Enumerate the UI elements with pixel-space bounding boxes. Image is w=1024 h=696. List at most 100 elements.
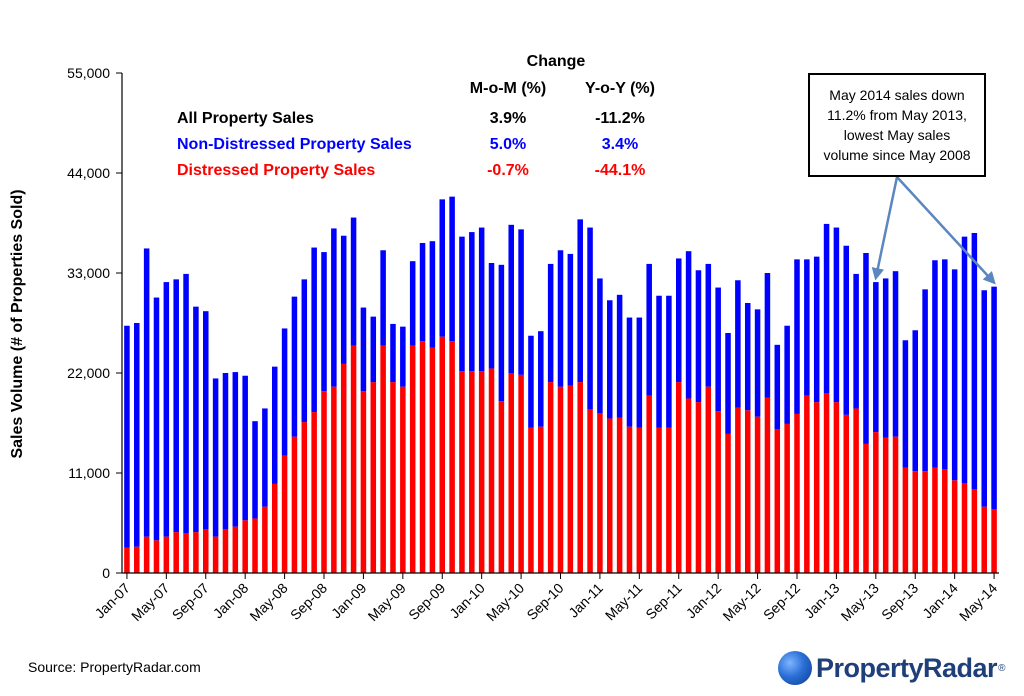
bar-non-distressed <box>557 250 564 387</box>
bar-non-distressed <box>390 323 396 383</box>
table-cell-mom: 5.0% <box>490 136 526 153</box>
bar-distressed <box>764 397 771 573</box>
bar-non-distressed <box>685 251 692 399</box>
bar-non-distressed <box>547 263 554 383</box>
callout-arrow <box>896 176 996 285</box>
bar-distressed <box>873 432 879 573</box>
y-axis-label: Sales Volume (# of Properties Sold) <box>9 189 26 458</box>
bar-distressed <box>961 483 968 573</box>
bar-non-distressed <box>853 273 859 409</box>
x-tick-label: Sep-07 <box>169 580 212 623</box>
table-row-label: All Property Sales <box>177 110 314 127</box>
x-tick-label: Jan-13 <box>801 580 843 622</box>
bar-distressed <box>360 391 367 573</box>
y-tick-label: 55,000 <box>67 65 110 81</box>
bar-non-distressed <box>252 421 258 519</box>
x-tick-label: May-11 <box>602 580 646 624</box>
bar-non-distressed <box>183 273 189 533</box>
bar-non-distressed <box>439 199 446 337</box>
bar-distressed <box>291 436 298 573</box>
bar-distressed <box>340 363 347 573</box>
bar-non-distressed <box>380 250 386 346</box>
x-tick-label: Sep-10 <box>523 580 566 623</box>
bar-distressed <box>626 426 633 573</box>
bar-non-distressed <box>153 297 160 541</box>
bar-non-distressed <box>331 228 337 387</box>
bar-distressed <box>212 536 219 573</box>
bar-non-distressed <box>666 295 672 428</box>
bar-distressed <box>143 536 150 573</box>
bar-distressed <box>616 417 623 573</box>
bar-non-distressed <box>567 253 574 386</box>
bar-distressed <box>557 386 564 573</box>
bar-non-distressed <box>203 311 209 530</box>
x-tick-label: May-08 <box>246 580 290 624</box>
bar-non-distressed <box>587 227 593 410</box>
bar-non-distressed <box>370 316 377 383</box>
x-axis-ticks: Jan-07May-07Sep-07Jan-08May-08Sep-08Jan-… <box>91 573 1000 624</box>
bar-distressed <box>232 526 239 573</box>
bar-non-distressed <box>981 290 987 507</box>
table-col-mom: M-o-M (%) <box>470 80 546 97</box>
table-cell-yoy: 3.4% <box>602 136 638 153</box>
logo-text: PropertyRadar <box>816 652 998 683</box>
bar-distressed <box>951 480 958 573</box>
bar-distressed <box>784 423 790 573</box>
bar-non-distressed <box>735 280 741 408</box>
bar-distressed <box>882 437 889 573</box>
registered-mark: ® <box>998 662 1006 674</box>
bar-distressed <box>350 345 357 573</box>
bar-distressed <box>843 414 850 573</box>
callout-arrow <box>871 176 899 281</box>
bar-non-distressed <box>271 366 278 484</box>
bar-distressed <box>380 345 386 573</box>
bar-distressed <box>370 382 377 573</box>
x-tick-label: Jan-12 <box>683 580 725 622</box>
bar-non-distressed <box>360 307 367 392</box>
bar-distressed <box>400 386 406 573</box>
bar-distressed <box>262 506 268 573</box>
bar-non-distressed <box>163 282 170 537</box>
bar-non-distressed <box>813 256 820 403</box>
bar-non-distressed <box>173 279 179 533</box>
bar-non-distressed <box>597 278 603 413</box>
bar-non-distressed <box>577 219 583 383</box>
bar-distressed <box>547 382 554 573</box>
bar-distressed <box>469 371 475 573</box>
bar-distressed <box>597 413 603 573</box>
bar-distressed <box>193 532 199 573</box>
bar-distressed <box>833 402 840 573</box>
change-table: Change M-o-M (%) Y-o-Y (%) All Property Sal… <box>177 53 655 179</box>
bar-distressed <box>498 401 505 573</box>
bar-distressed <box>459 371 465 573</box>
bar-distressed <box>153 540 160 573</box>
source-label: Source: PropertyRadar.com <box>28 659 201 675</box>
bar-non-distressed <box>232 372 239 527</box>
bar-non-distressed <box>508 224 514 373</box>
x-tick-label: Sep-13 <box>878 580 921 623</box>
bar-non-distressed <box>764 273 771 398</box>
bar-distressed <box>735 407 741 573</box>
bar-distressed <box>656 427 662 573</box>
bar-non-distressed <box>942 259 948 470</box>
bar-distressed <box>134 546 140 573</box>
bar-distressed <box>508 373 514 573</box>
bar-distressed <box>409 345 416 573</box>
bar-non-distressed <box>301 279 308 423</box>
bar-distressed <box>705 386 712 573</box>
bar-distressed <box>794 413 800 573</box>
x-tick-label: Jan-07 <box>91 580 133 622</box>
bar-non-distressed <box>656 295 662 428</box>
bar-distressed <box>242 520 248 573</box>
bar-non-distressed <box>124 325 130 548</box>
bar-distressed <box>754 416 761 573</box>
bar-non-distressed <box>715 287 721 412</box>
bar-non-distressed <box>143 248 150 537</box>
bar-distressed <box>163 536 170 573</box>
bar-non-distressed <box>774 344 781 430</box>
y-tick-label: 44,000 <box>67 165 110 181</box>
bar-distressed <box>942 469 948 573</box>
table-title: Change <box>527 53 586 70</box>
bar-non-distressed <box>419 243 426 342</box>
